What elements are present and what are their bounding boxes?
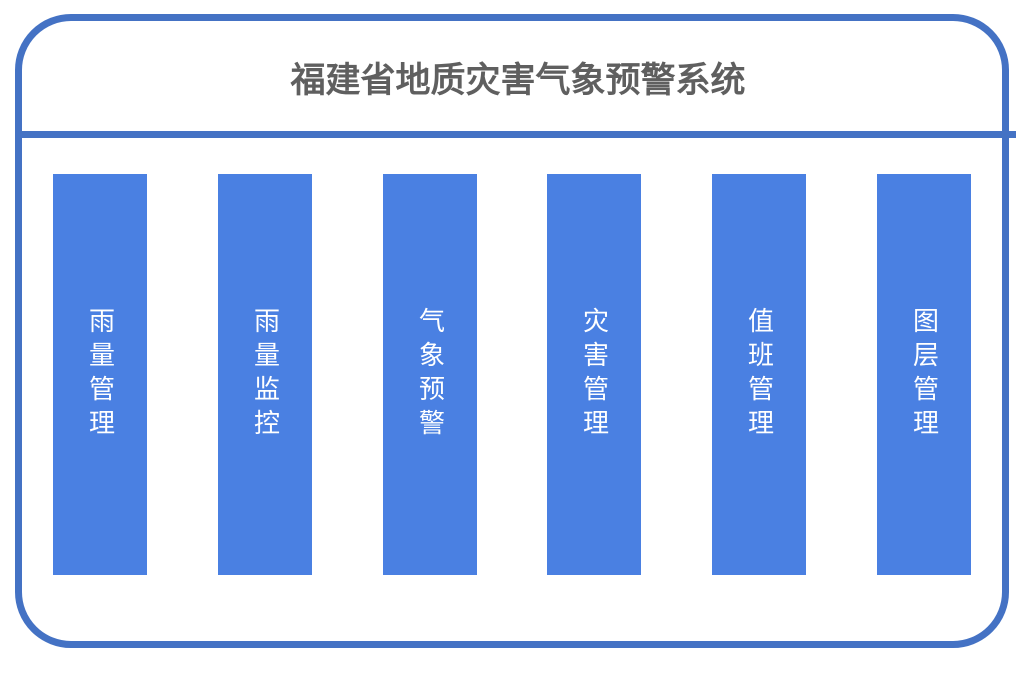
module-layer-management[interactable]: 图层管理 [877,174,971,575]
module-label: 图层管理 [908,307,939,443]
module-rainfall-management[interactable]: 雨量管理 [53,174,147,575]
module-label: 雨量监控 [249,307,280,443]
module-label: 气象预警 [414,307,445,443]
module-disaster-management[interactable]: 灾害管理 [547,174,641,575]
module-label: 值班管理 [743,307,774,443]
module-weather-warning[interactable]: 气象预警 [383,174,477,575]
system-title: 福建省地质灾害气象预警系统 [290,61,746,101]
module-label: 雨量管理 [84,307,115,443]
system-frame [15,14,1009,648]
module-duty-management[interactable]: 值班管理 [712,174,806,575]
module-rainfall-monitoring[interactable]: 雨量监控 [218,174,312,575]
module-label: 灾害管理 [578,307,609,443]
header-divider [15,131,1016,138]
